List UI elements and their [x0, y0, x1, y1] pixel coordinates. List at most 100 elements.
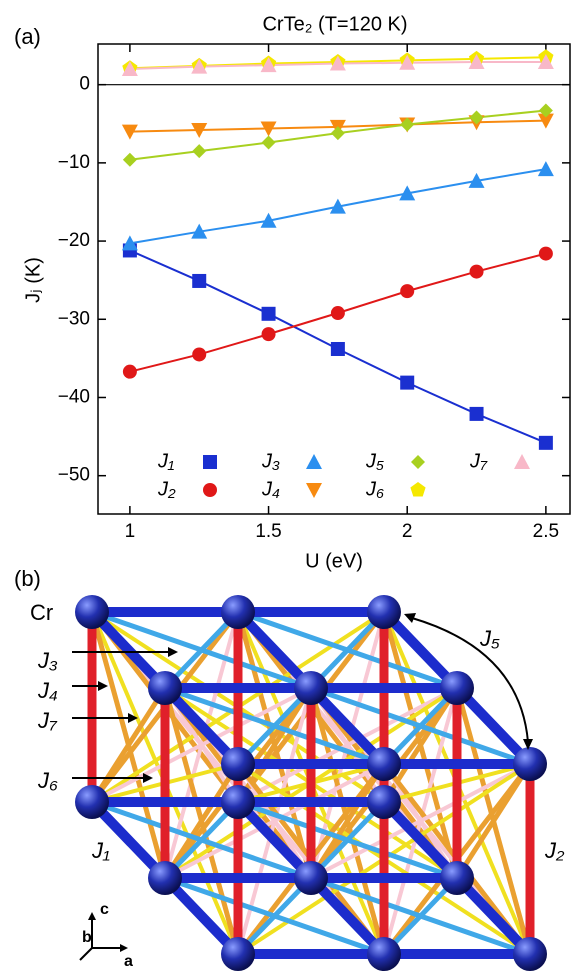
legend-label: J₃	[261, 450, 280, 472]
bond-j1	[306, 873, 389, 959]
bond-j1	[87, 797, 170, 883]
marker	[121, 235, 138, 251]
panel-label: (a)	[14, 24, 41, 49]
bond-j4	[454, 761, 533, 881]
cr-atom	[221, 937, 255, 971]
bond-j4	[162, 761, 241, 881]
legend-label: J₄	[261, 478, 280, 500]
y-tick-label: −20	[58, 230, 90, 251]
panel-label: (b)	[14, 566, 41, 591]
y-tick-label: −50	[58, 465, 90, 486]
bond-j3	[308, 609, 387, 691]
cr-atom	[513, 747, 547, 781]
y-axis-label: Jⱼ (K)	[22, 257, 44, 303]
bond-j1	[379, 797, 462, 883]
marker	[330, 341, 345, 356]
bond-j7	[163, 762, 386, 880]
cr-atom	[75, 595, 109, 629]
x-tick-label: 1	[125, 521, 136, 542]
legend-label: J₂	[157, 478, 176, 500]
marker	[400, 375, 415, 390]
cr-atom	[221, 785, 255, 819]
coupling-label: J₁	[91, 838, 110, 863]
coupling-label: J₆	[37, 768, 58, 793]
marker	[399, 185, 416, 201]
marker	[191, 58, 208, 74]
legend-marker	[306, 454, 322, 469]
bond-j1	[306, 683, 389, 769]
marker	[260, 121, 277, 137]
bond-j1	[233, 797, 316, 883]
legend-marker	[411, 455, 425, 469]
marker	[330, 306, 345, 321]
bond-j4	[89, 685, 168, 805]
marker	[468, 172, 485, 188]
legend-label: J₇	[469, 450, 488, 472]
marker	[330, 126, 345, 141]
legend-marker	[203, 455, 217, 469]
bond-j4	[308, 761, 387, 881]
coupling-label: J₄	[37, 678, 58, 703]
cr-atom	[75, 785, 109, 819]
legend-marker	[203, 483, 217, 497]
marker	[469, 110, 484, 125]
y-tick-label: 0	[79, 74, 90, 95]
marker	[329, 55, 346, 71]
marker	[261, 135, 276, 150]
bond-j3	[381, 685, 460, 767]
x-axis-label: U (eV)	[305, 550, 363, 572]
marker	[399, 54, 416, 70]
bond-j1	[160, 873, 243, 959]
axis-label: c	[100, 901, 109, 918]
marker	[260, 212, 277, 228]
x-tick-label: 2	[402, 521, 413, 542]
atom-label: Cr	[30, 600, 53, 625]
arrow-heads	[88, 613, 533, 952]
marker	[468, 53, 485, 69]
cr-atom	[221, 595, 255, 629]
bond-j7	[309, 762, 532, 880]
axis-label: a	[124, 953, 133, 970]
marker	[122, 364, 137, 379]
marker	[122, 152, 137, 167]
arrow-head	[98, 681, 108, 691]
cr-atom	[367, 785, 401, 819]
x-tick-label: 1.5	[255, 521, 281, 542]
cr-atom	[367, 937, 401, 971]
coupling-label: J₅	[479, 626, 500, 651]
crystal-structure	[75, 595, 547, 971]
cr-atom	[513, 937, 547, 971]
cr-atom	[294, 671, 328, 705]
marker	[537, 53, 554, 69]
coupling-label: J₂	[544, 838, 565, 863]
legend-marker	[514, 454, 530, 469]
arrow-head	[404, 613, 416, 623]
bond-j1	[452, 683, 535, 769]
chart-title: CrTe₂ (T=120 K)	[262, 13, 407, 35]
cr-atom	[367, 595, 401, 629]
coupling-label: J₃	[37, 648, 58, 673]
bond-j1	[87, 607, 170, 693]
marker	[192, 273, 207, 288]
marker	[538, 246, 553, 261]
marker	[191, 223, 208, 239]
marker	[192, 347, 207, 362]
marker	[261, 306, 276, 321]
arrow-head	[143, 773, 153, 783]
legend-label: J₆	[365, 478, 384, 500]
marker	[260, 57, 277, 73]
bond-j3	[381, 875, 460, 957]
marker	[538, 103, 553, 118]
arrow-head	[120, 944, 128, 952]
cr-atom	[367, 747, 401, 781]
arrow-head	[88, 912, 96, 920]
bond-j1	[233, 607, 316, 693]
marker	[191, 123, 208, 139]
marker	[261, 327, 276, 342]
legend-label: J₅	[365, 450, 384, 472]
legend-label: J₁	[157, 450, 174, 472]
y-tick-label: −30	[58, 308, 90, 329]
marker	[469, 264, 484, 279]
bond-j3	[235, 685, 314, 767]
